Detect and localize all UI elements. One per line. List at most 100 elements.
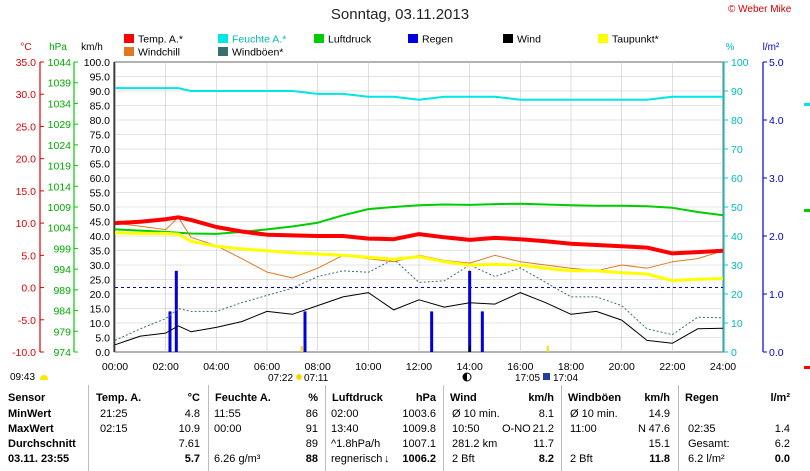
temp-value: 10.9 — [178, 423, 200, 435]
pressure-trend-icon: ↓ — [384, 453, 390, 465]
x-tick: 24:00 — [710, 361, 736, 373]
kmh-tick: 30.0 — [90, 260, 111, 272]
hpa-tick: 989 — [53, 285, 71, 297]
x-tick: 02:00 — [153, 361, 179, 373]
percent-tick: 80 — [731, 115, 743, 127]
hpa-tick: 1019 — [48, 161, 72, 173]
hpa-tick: 1009 — [48, 202, 72, 214]
edge-marker — [804, 103, 810, 106]
rain-bar — [480, 311, 484, 352]
celsius-tick: 5.0 — [21, 250, 36, 262]
rain-label: 6.2 l/m² — [688, 453, 725, 465]
legend-label: Windböen* — [232, 47, 283, 59]
header-temp: Temp. A. — [96, 392, 142, 404]
rain-value: 6.2 — [774, 438, 790, 450]
celsius-unit: °C — [20, 42, 31, 53]
gust-label: 2 Bft — [570, 453, 593, 465]
percent-tick: 50 — [731, 202, 743, 214]
rain-label: 02:35 — [688, 423, 716, 435]
humidity-value: 88 — [305, 453, 318, 465]
humidity-time: 00:00 — [214, 423, 242, 435]
percent-tick: 0 — [731, 347, 737, 359]
rain-tick: 0.0 — [769, 347, 784, 359]
gust-direction: N — [638, 423, 646, 435]
percent-unit: % — [726, 42, 735, 53]
percent-tick: 10 — [731, 318, 743, 330]
kmh-tick: 50.0 — [90, 202, 111, 214]
celsius-tick: -10.0 — [12, 347, 36, 359]
percent-tick: 40 — [731, 231, 743, 243]
hpa-tick: 1044 — [48, 57, 72, 69]
rain-bar — [468, 270, 472, 352]
kmh-tick: 5.0 — [95, 333, 110, 345]
pressure-value: 1007.1 — [402, 438, 436, 450]
rain-value: 1.4 — [774, 423, 790, 435]
legend-swatch — [314, 34, 324, 43]
x-tick: 04:00 — [203, 361, 229, 373]
legend-label: Wind — [517, 34, 541, 46]
hpa-tick: 1004 — [48, 223, 72, 235]
temp-value: 7.61 — [178, 438, 200, 450]
pressure-value: 1009.8 — [402, 423, 436, 435]
edge-marker — [804, 209, 810, 212]
wind-direction: O-NO — [502, 423, 531, 435]
edge-marker — [804, 366, 810, 369]
hpa-tick: 999 — [53, 243, 71, 255]
wind-label: 10:50 — [452, 423, 480, 435]
celsius-tick: 15.0 — [16, 186, 37, 198]
header-humidity: Feuchte A. — [215, 392, 271, 404]
table-row: MinWert 21:25 4.8 11:55 86 02:00 1003.6 Ø 10 mi… — [0, 407, 810, 423]
legend-swatch — [124, 34, 134, 43]
wind-label: 281.2 km — [452, 438, 498, 450]
hpa-tick: 1024 — [48, 140, 72, 152]
sunset-time: 17:05 — [515, 373, 540, 384]
pressure-value: 1003.6 — [402, 408, 436, 420]
legend-label: Taupunkt* — [612, 34, 659, 46]
kmh-tick: 35.0 — [90, 246, 111, 258]
celsius-tick: 0.0 — [21, 283, 36, 295]
sunrise-end-time: 07:11 — [304, 373, 329, 384]
kmh-tick: 90.0 — [90, 86, 111, 98]
kmh-tick: 0.0 — [95, 347, 110, 359]
rain-bar — [430, 311, 434, 352]
hpa-tick: 979 — [53, 326, 71, 338]
rain-tick: 1.0 — [769, 289, 784, 301]
kmh-tick: 70.0 — [90, 144, 111, 156]
header-rain-unit: l/m² — [770, 392, 790, 404]
percent-tick: 70 — [731, 144, 743, 156]
wind-value: 8.1 — [538, 408, 554, 420]
kmh-tick: 85.0 — [90, 101, 111, 113]
celsius-tick: -5.0 — [18, 315, 36, 327]
kmh-unit: km/h — [81, 42, 103, 53]
gust-value: 14.9 — [648, 408, 670, 420]
sunrise-icon — [296, 374, 302, 380]
sunrise-time: 07:22 — [268, 373, 293, 384]
table-header: Sensor Temp. A. °C Feuchte A.% Luftdruck hPa W… — [0, 391, 810, 407]
corner-time: 09:43 — [10, 372, 36, 383]
x-tick: 18:00 — [558, 361, 584, 373]
wind-label: Ø 10 min. — [452, 408, 500, 420]
temp-time: 21:25 — [100, 408, 128, 420]
rain-tick: 2.0 — [769, 231, 784, 243]
x-tick: 22:00 — [659, 361, 685, 373]
pressure-value: 1006.2 — [402, 453, 436, 465]
percent-tick: 100 — [731, 57, 749, 69]
kmh-tick: 100.0 — [84, 57, 110, 69]
pressure-time: 02:00 — [331, 408, 359, 420]
temp-value: 5.7 — [184, 453, 200, 465]
hpa-tick: 974 — [53, 347, 71, 359]
row-label: Durchschnitt — [8, 438, 76, 450]
gust-label: 11:00 — [570, 423, 597, 435]
rain-tick: 3.0 — [769, 173, 784, 185]
sunset-marker — [546, 346, 549, 352]
sunrise-marker — [300, 346, 303, 352]
humidity-time: 6.26 g/m³ — [214, 453, 261, 465]
kmh-tick: 25.0 — [90, 275, 111, 287]
x-tick: 10:00 — [355, 361, 381, 373]
header-pressure-unit: hPa — [415, 392, 436, 404]
moon-shade — [463, 373, 467, 381]
gust-label: Ø 10 min. — [570, 408, 618, 420]
row-label: MaxWert — [8, 423, 54, 435]
celsius-tick: 25.0 — [16, 121, 37, 133]
kmh-tick: 95.0 — [90, 72, 111, 84]
